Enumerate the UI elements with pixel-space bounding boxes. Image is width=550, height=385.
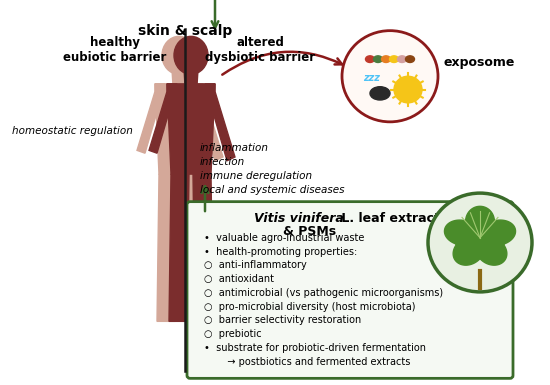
Ellipse shape xyxy=(370,87,390,100)
Text: skin & scalp: skin & scalp xyxy=(138,24,232,38)
Text: •  valuable agro-industrial waste: • valuable agro-industrial waste xyxy=(204,233,364,243)
Polygon shape xyxy=(155,84,203,174)
Text: ○  barrier selectivity restoration: ○ barrier selectivity restoration xyxy=(204,315,361,325)
Text: •  substrate for probiotic-driven fermentation: • substrate for probiotic-driven ferment… xyxy=(204,343,426,353)
Polygon shape xyxy=(167,84,215,174)
Text: ○  pro-microbial diversity (host microbiota): ○ pro-microbial diversity (host microbio… xyxy=(204,301,415,311)
Text: •  health-promoting properties:: • health-promoting properties: xyxy=(204,246,358,256)
Ellipse shape xyxy=(162,36,196,74)
Polygon shape xyxy=(172,70,186,86)
Ellipse shape xyxy=(174,36,208,74)
Text: exposome: exposome xyxy=(444,55,515,69)
Text: ○  anti-inflammatory: ○ anti-inflammatory xyxy=(204,260,307,270)
Text: L. leaf extracts: L. leaf extracts xyxy=(337,212,448,225)
Text: ○  antimicrobial (vs pathogenic microorganisms): ○ antimicrobial (vs pathogenic microorga… xyxy=(204,288,443,298)
Text: ○  prebiotic: ○ prebiotic xyxy=(204,329,262,339)
FancyBboxPatch shape xyxy=(187,202,513,378)
Polygon shape xyxy=(193,84,223,161)
Circle shape xyxy=(342,31,438,122)
Ellipse shape xyxy=(373,56,382,62)
Text: → postbiotics and fermented extracts: → postbiotics and fermented extracts xyxy=(218,357,410,367)
Polygon shape xyxy=(157,174,177,321)
Polygon shape xyxy=(169,174,189,321)
Polygon shape xyxy=(181,174,201,321)
Text: healthy
eubiotic barrier: healthy eubiotic barrier xyxy=(63,36,167,64)
Text: altered
dysbiotic barrier: altered dysbiotic barrier xyxy=(205,36,315,64)
Text: inflammation
infection
immune deregulation
local and systemic diseases: inflammation infection immune deregulati… xyxy=(200,143,344,195)
Polygon shape xyxy=(193,174,213,321)
Text: Vitis vinifera: Vitis vinifera xyxy=(254,212,344,225)
Polygon shape xyxy=(149,84,177,153)
Text: homeostatic regulation: homeostatic regulation xyxy=(12,126,133,136)
Ellipse shape xyxy=(382,56,390,62)
Circle shape xyxy=(394,76,422,103)
Polygon shape xyxy=(184,70,198,86)
Polygon shape xyxy=(444,206,515,265)
Text: ○  antioxidant: ○ antioxidant xyxy=(204,274,274,284)
Ellipse shape xyxy=(398,56,406,62)
Polygon shape xyxy=(137,84,165,153)
Circle shape xyxy=(428,193,532,292)
Ellipse shape xyxy=(389,56,399,62)
Ellipse shape xyxy=(405,56,415,62)
Ellipse shape xyxy=(366,56,375,62)
Text: & PSMs: & PSMs xyxy=(283,225,336,238)
Polygon shape xyxy=(205,84,235,161)
Text: zzz: zzz xyxy=(364,73,381,83)
